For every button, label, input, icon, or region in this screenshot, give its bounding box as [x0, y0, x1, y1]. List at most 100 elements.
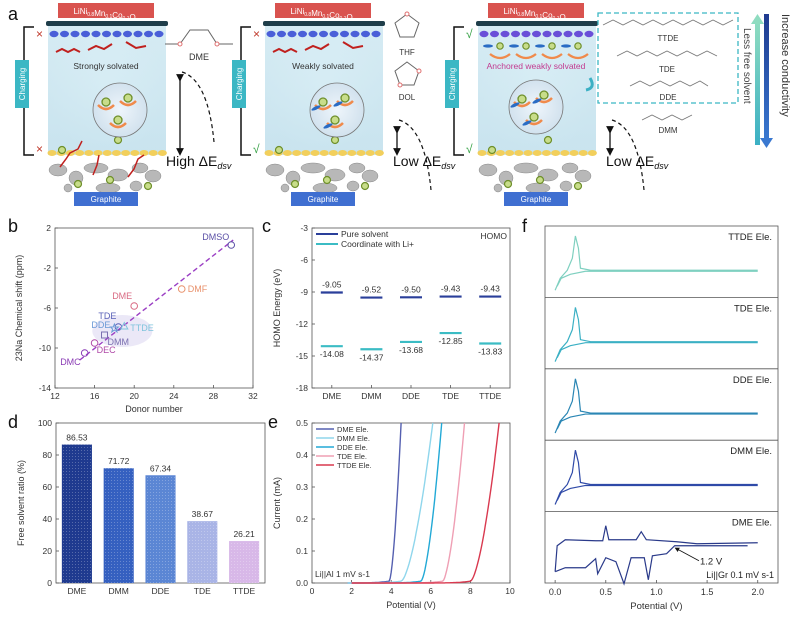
subplot-label: DME Ele.	[732, 518, 772, 529]
data-point	[119, 321, 129, 330]
data-point-label: DMSO	[202, 232, 229, 242]
y-tick-label: 0.0	[296, 578, 308, 588]
anode-interface	[102, 150, 112, 156]
li-ion	[73, 179, 83, 189]
cathode-interface-ion	[574, 30, 583, 38]
top-status-mark: √	[466, 27, 473, 41]
x-tick-label: 32	[248, 391, 258, 401]
cathode-interface-ion	[70, 30, 80, 38]
x-tick-label: TDE	[442, 391, 459, 401]
data-point	[177, 285, 186, 293]
cathode-interface-ion	[319, 30, 328, 38]
y-tick-label: 40	[43, 514, 53, 524]
legend-label: TDE Ele.	[337, 452, 367, 461]
cell-weakly-solvated: LiNi0.8Mn0.1Co0.1O2GraphiteCharging×√Wea…	[232, 3, 456, 206]
panel-label-d: d	[8, 412, 18, 432]
anode-interface	[578, 150, 588, 156]
legend-label: Pure solvent	[341, 229, 389, 239]
cathode-label-box	[58, 3, 154, 18]
anion	[311, 105, 321, 111]
x-axis-label: Potential (V)	[386, 600, 436, 610]
anion	[510, 102, 520, 108]
panel-d-bar: d 0 20 40 60 80 100 Free solvent ratio (%) 86.5…	[8, 412, 266, 596]
anode-interface	[264, 150, 274, 156]
anchored-anion	[483, 44, 493, 48]
panel-a-schematic: a LiNi0.8Mn0.1Co0.1O2GraphiteCharging××S…	[8, 3, 791, 206]
anode-interface	[328, 150, 338, 156]
x-tick-label: 0	[310, 586, 315, 596]
anode-interface	[292, 150, 302, 156]
legend-label: DDE Ele.	[337, 443, 368, 452]
li-ion	[330, 135, 340, 145]
anode-interface	[514, 150, 524, 156]
x-tick-label: 4	[389, 586, 394, 596]
graphite-particle	[513, 162, 539, 174]
bar-value-label: 26.21	[233, 529, 255, 539]
li-ion	[290, 179, 300, 189]
bar-value-label: 71.72	[108, 456, 130, 466]
anode-interface	[374, 150, 384, 156]
cathode-interface-ion	[371, 30, 381, 38]
cathode-interface-ion	[112, 30, 122, 38]
x-tick-label: DMM	[361, 391, 381, 401]
li-ion	[123, 93, 133, 103]
anode-interface	[338, 150, 348, 156]
energy-label-text: Low ΔE	[606, 153, 654, 169]
data-point-label: TDE	[98, 311, 116, 321]
energy-label-text: High ΔE	[166, 153, 217, 169]
li-ion	[340, 93, 350, 103]
anchored-li-ion	[574, 42, 582, 50]
anode-label: Graphite	[521, 195, 552, 204]
bottom-status-mark: ×	[36, 142, 43, 156]
anode-interface	[148, 150, 158, 156]
x-tick-label: 2.0	[751, 587, 764, 597]
graphite-particle	[559, 180, 573, 192]
cathode-interface-ion	[102, 30, 111, 38]
li-ion	[274, 145, 284, 155]
graphite-particle	[493, 183, 503, 193]
cathode-interface-ion	[123, 30, 132, 38]
data-point-label: DMM	[108, 337, 130, 347]
graphite-particle	[300, 162, 326, 174]
energy-level-label: -9.50	[401, 284, 421, 294]
cathode-interface-ion	[490, 30, 499, 38]
anode-interface	[111, 150, 121, 156]
li-ion	[113, 135, 123, 145]
y-tick-label: -14	[39, 383, 52, 393]
x-tick-label: 0.0	[549, 587, 562, 597]
graphite-particle	[95, 182, 121, 194]
bar-texture	[145, 475, 176, 583]
li-ion	[535, 175, 545, 185]
cathode-interface-ion	[361, 30, 370, 38]
x-tick-label: TTDE	[233, 586, 256, 596]
energy-label-subscript: dsv	[441, 161, 456, 171]
anode-interface	[551, 150, 561, 156]
cell-anchored-weakly-solvated: LiNi0.8Mn0.1Co0.1O2GraphiteCharging√√Anc…	[445, 3, 669, 206]
solvent-molecule	[119, 100, 137, 107]
y-tick-label: 100	[38, 418, 52, 428]
graphite-particle	[525, 182, 551, 194]
y-tick-label: 0	[47, 578, 52, 588]
energy-level-label: -13.83	[478, 347, 502, 357]
lsv-curve	[351, 422, 500, 584]
anode-label: Graphite	[91, 195, 122, 204]
energy-level-label: -9.43	[481, 284, 501, 294]
bar-texture	[103, 468, 134, 583]
y-tick-label: -18	[296, 383, 309, 393]
charging-label-box	[15, 60, 29, 108]
molecule-label-ttde: TTDE	[658, 34, 679, 43]
data-point-label: DMF	[188, 284, 208, 294]
anode-interface	[365, 150, 375, 156]
cv-curve	[554, 378, 758, 434]
bar-texture	[187, 521, 218, 583]
cathode-current-collector	[476, 21, 598, 26]
anode-interface	[356, 150, 366, 156]
top-status-mark: ×	[36, 27, 43, 41]
cathode-interface-ion	[563, 30, 573, 38]
anchored-li-ion	[548, 42, 556, 50]
y-tick-label: -3	[300, 223, 308, 233]
solvation-state-label: Weakly solvated	[292, 61, 354, 71]
charging-label-box	[232, 60, 246, 108]
legend-label: TTDE Ele.	[337, 461, 372, 470]
y-axis-label: Current (mA)	[272, 477, 282, 529]
